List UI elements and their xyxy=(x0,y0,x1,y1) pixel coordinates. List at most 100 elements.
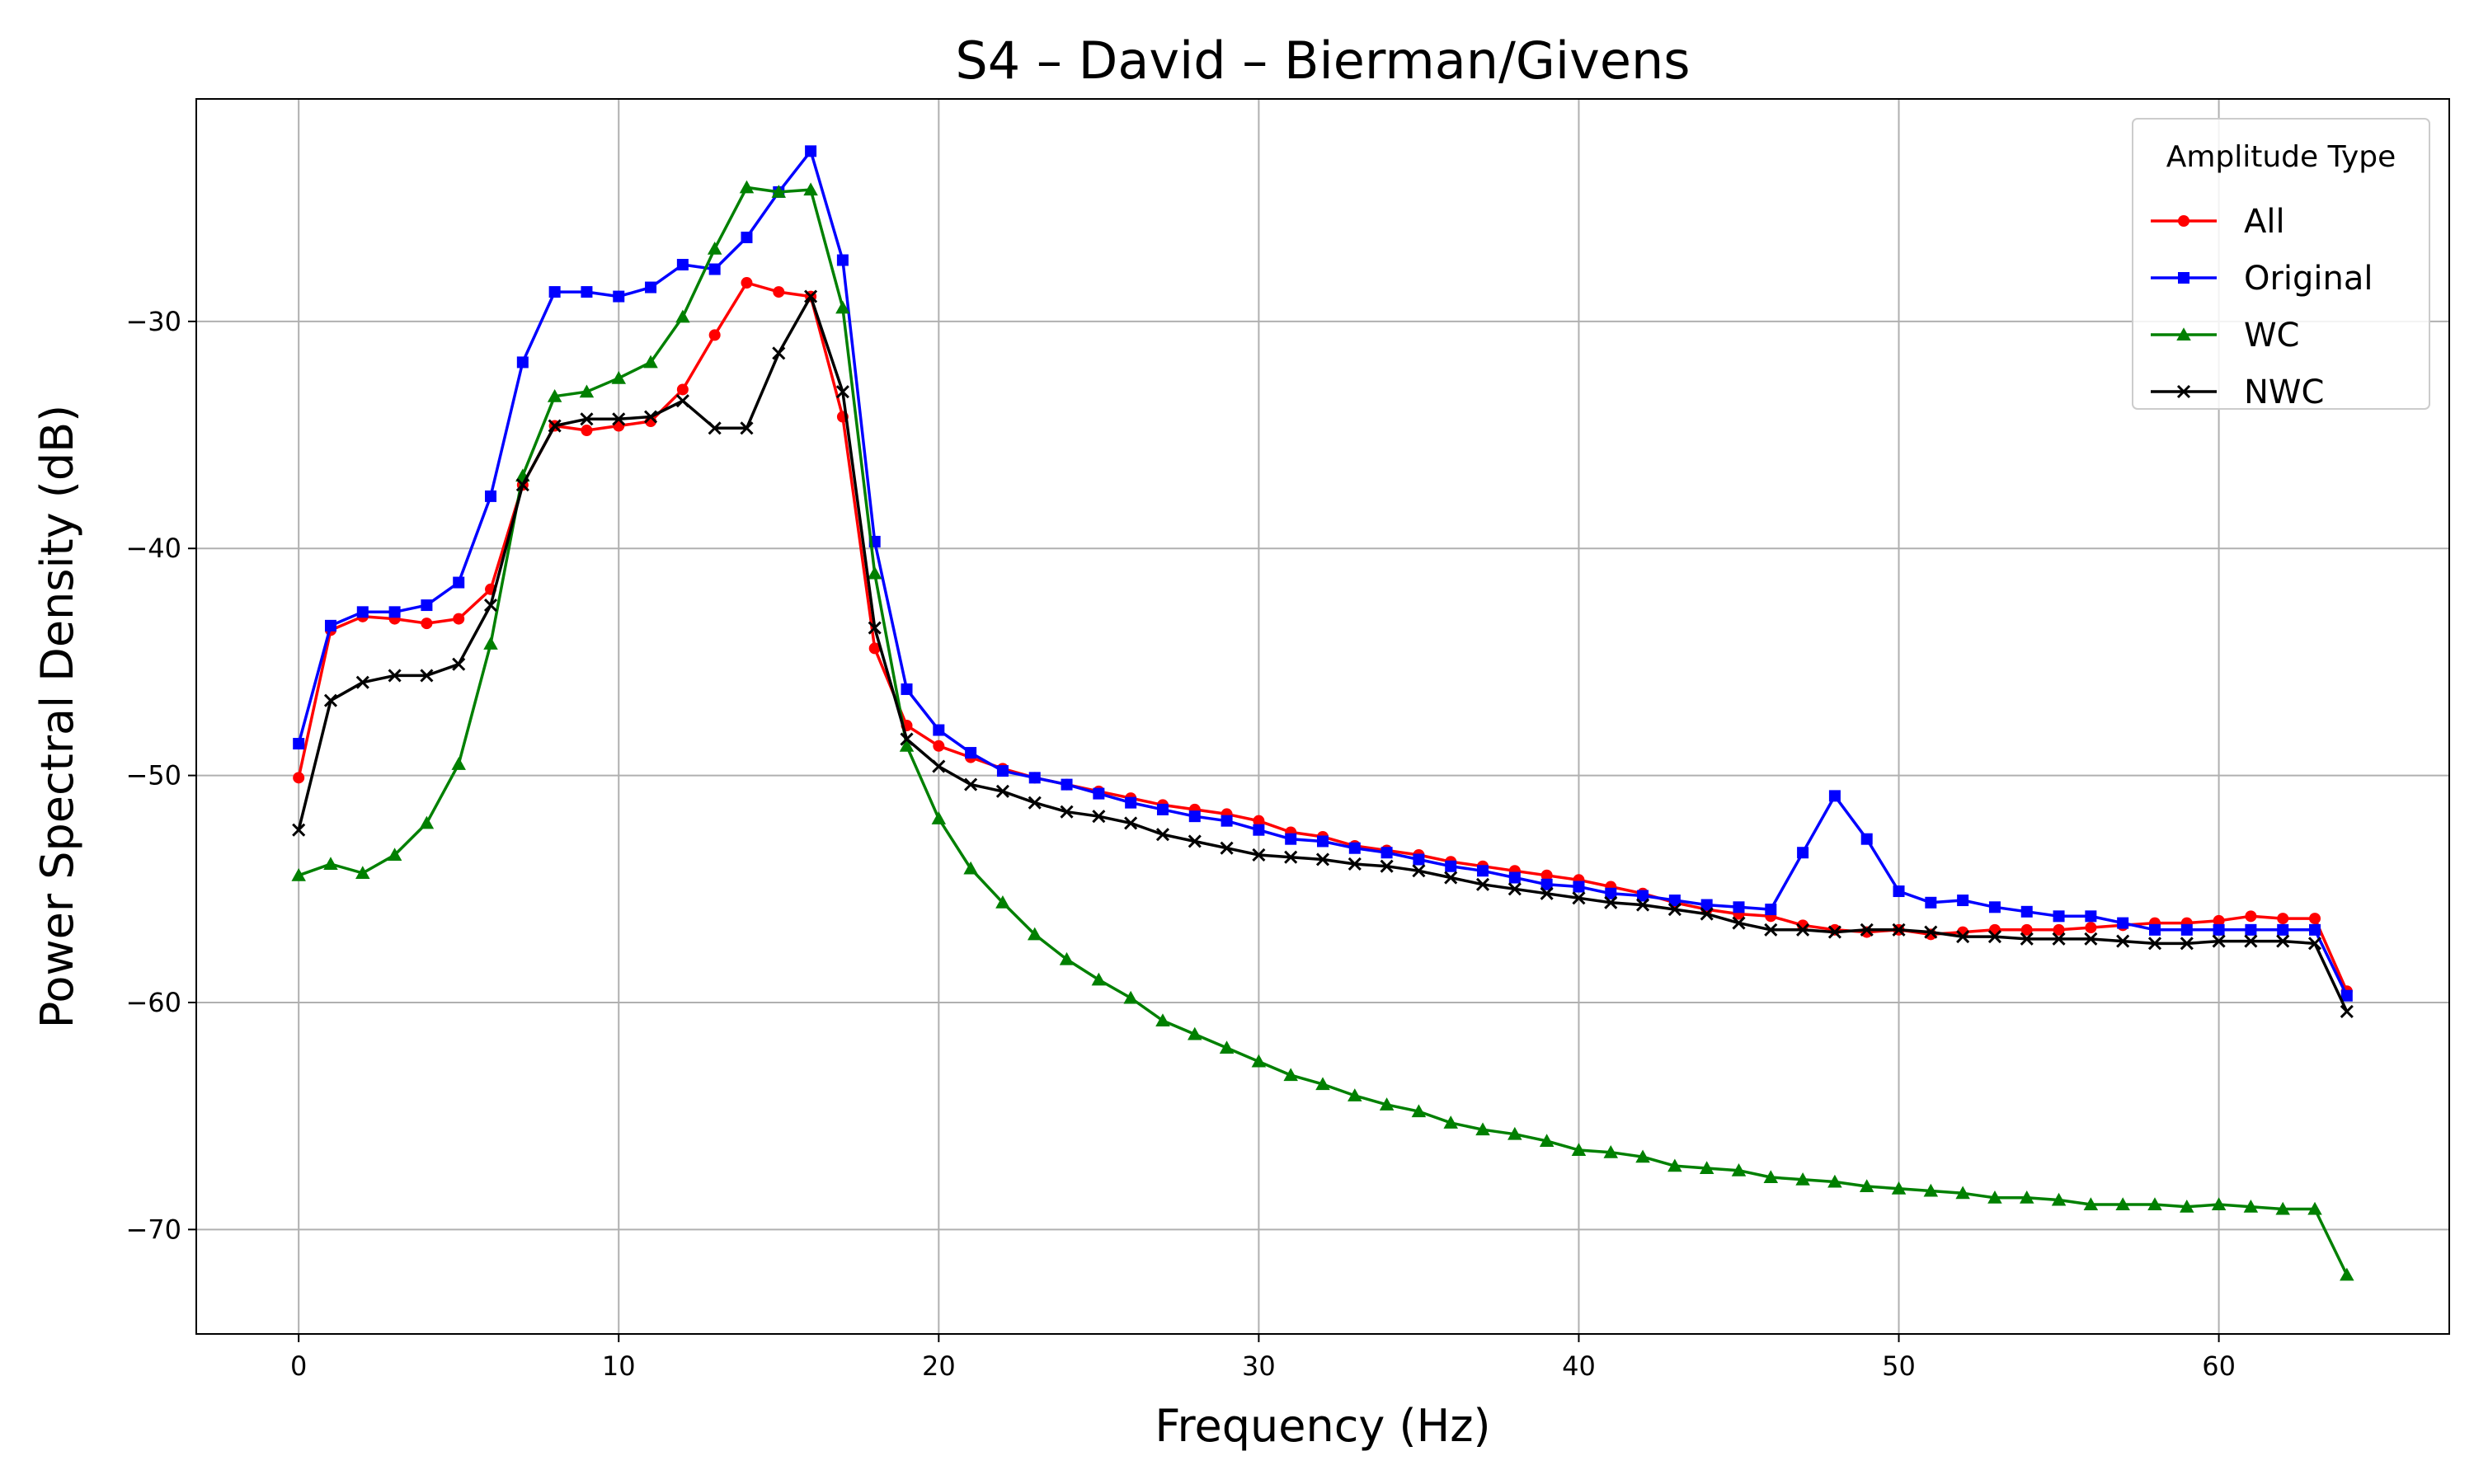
legend-label-wc: WC xyxy=(2244,317,2299,355)
legend: Amplitude Type All Original WC NWC xyxy=(2132,118,2430,411)
data-point-wc xyxy=(1987,1190,2002,1204)
data-point-original xyxy=(2309,923,2321,936)
legend-entry-all: All xyxy=(2151,203,2285,241)
data-point-original xyxy=(388,606,401,618)
data-point-original xyxy=(1668,895,1681,907)
legend-marker-original xyxy=(2178,272,2189,284)
data-point-wc xyxy=(2051,1192,2067,1206)
data-point-original xyxy=(2213,923,2225,936)
data-point-nwc xyxy=(1700,907,1714,921)
data-point-all xyxy=(1828,923,1841,936)
data-point-original xyxy=(1540,878,1553,890)
data-point-original xyxy=(1445,860,1457,872)
y-tick-label: −70 xyxy=(125,1214,181,1245)
data-point-wc xyxy=(2020,1190,2034,1204)
x-tick-label: 20 xyxy=(922,1350,956,1382)
data-point-wc xyxy=(547,388,562,402)
data-point-wc xyxy=(707,241,722,255)
data-point-original xyxy=(1957,895,1969,907)
data-point-nwc xyxy=(1827,925,1841,939)
data-point-original xyxy=(1925,896,1937,909)
data-point-wc xyxy=(1859,1179,1874,1193)
data-point-original xyxy=(2117,917,2129,929)
data-point-nwc xyxy=(1892,923,1906,937)
data-point-original xyxy=(933,724,945,736)
data-point-all xyxy=(933,740,945,752)
data-point-nwc xyxy=(388,669,402,683)
x-tick-label: 60 xyxy=(2202,1350,2236,1382)
data-point-all xyxy=(293,772,305,784)
data-point-wc xyxy=(1603,1144,1619,1158)
data-point-original xyxy=(1508,871,1521,884)
data-point-original xyxy=(1797,847,1809,859)
data-point-wc xyxy=(1955,1186,1970,1200)
data-point-original xyxy=(1700,899,1713,911)
data-point-original xyxy=(1893,885,1905,898)
data-point-nwc xyxy=(1796,923,1810,937)
data-point-all xyxy=(868,642,881,655)
data-point-original xyxy=(516,356,529,369)
data-point-wc xyxy=(867,566,882,580)
data-point-wc xyxy=(1795,1172,1810,1186)
data-point-all xyxy=(1540,869,1553,881)
data-point-wc xyxy=(1443,1115,1458,1129)
data-point-wc xyxy=(1635,1149,1650,1163)
data-point-all xyxy=(2245,910,2257,923)
data-point-nwc xyxy=(964,777,978,791)
data-point-wc xyxy=(611,370,626,384)
data-point-nwc xyxy=(835,385,849,399)
data-point-original xyxy=(1125,796,1137,809)
ticks: 0 10 20 30 40 50 60 −70 −60 −50 −40 −30 xyxy=(125,306,2235,1382)
data-point-nwc xyxy=(1507,882,1522,896)
data-point-original xyxy=(1380,847,1393,859)
data-point-nwc xyxy=(612,412,626,426)
data-point-all xyxy=(708,329,721,341)
data-point-nwc xyxy=(2084,932,2098,946)
data-point-original xyxy=(2340,989,2353,1002)
data-point-wc xyxy=(419,815,435,829)
data-point-nwc xyxy=(1284,850,1298,864)
data-point-original xyxy=(1285,833,1297,845)
data-point-nwc xyxy=(1348,857,1362,871)
data-point-original xyxy=(1188,810,1201,823)
data-point-original xyxy=(485,490,497,502)
x-tick-label: 10 xyxy=(602,1350,636,1382)
data-point-wc xyxy=(1219,1040,1235,1054)
data-point-wc xyxy=(1827,1174,1842,1188)
data-point-wc xyxy=(1188,1026,1202,1040)
data-point-nwc xyxy=(2116,934,2130,948)
data-point-nwc xyxy=(675,394,689,408)
data-point-all xyxy=(2213,914,2225,927)
data-point-nwc xyxy=(1315,852,1330,866)
data-point-nwc xyxy=(1092,810,1106,824)
x-tick-label: 40 xyxy=(1562,1350,1596,1382)
legend-marker-all xyxy=(2178,215,2189,227)
data-point-nwc xyxy=(1155,828,1170,842)
data-point-wc xyxy=(1027,927,1042,941)
data-point-nwc xyxy=(515,478,529,492)
legend-marker-wc xyxy=(2176,327,2191,340)
data-point-original xyxy=(741,231,753,243)
data-point-wc xyxy=(1091,972,1107,986)
data-point-nwc xyxy=(1924,925,1938,939)
data-point-nwc xyxy=(1060,805,1074,819)
x-tick-label: 30 xyxy=(1242,1350,1276,1382)
data-point-original xyxy=(996,765,1009,777)
data-point-wc xyxy=(451,757,466,770)
data-point-wc xyxy=(1059,951,1075,965)
data-point-original xyxy=(645,281,657,294)
data-point-wc xyxy=(771,185,787,198)
data-point-nwc xyxy=(1572,891,1586,905)
data-point-original xyxy=(1156,803,1169,815)
legend-title: Amplitude Type xyxy=(2166,140,2396,174)
series-nwc xyxy=(292,289,2354,1019)
data-point-wc xyxy=(899,739,915,752)
data-point-nwc xyxy=(292,823,306,837)
y-tick-label: −30 xyxy=(125,306,181,337)
data-point-original xyxy=(356,606,369,618)
x-tick-label: 50 xyxy=(1882,1350,1916,1382)
data-point-original xyxy=(1573,881,1585,893)
data-point-original xyxy=(1637,890,1649,902)
data-point-all xyxy=(453,613,465,625)
